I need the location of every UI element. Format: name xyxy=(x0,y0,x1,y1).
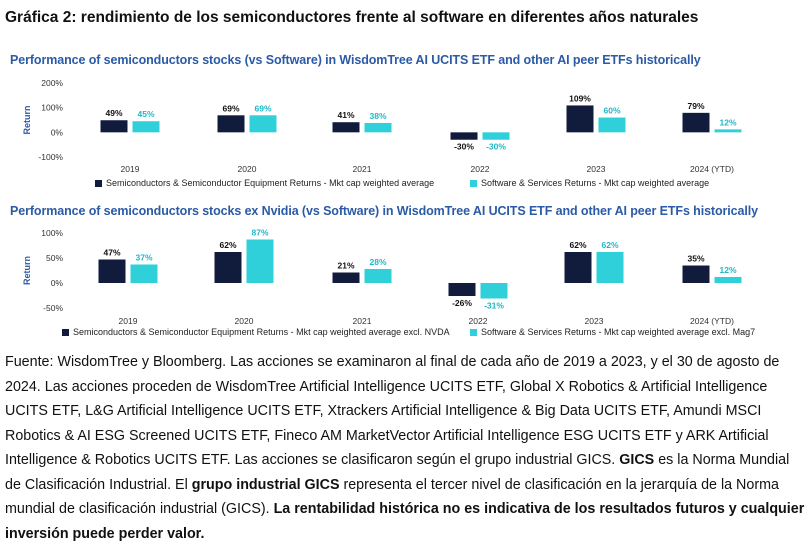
chart-2-legend-semis-swatch xyxy=(62,328,69,336)
chart-2-ytick-label: 0% xyxy=(51,278,64,288)
source-bold-gics: GICS xyxy=(619,452,655,468)
chart-2: 100% 50% 0% -50% Return 47% 37% 2019 62% 87% 2020 2… xyxy=(22,228,742,326)
chart-1-legend-software-label: Software & Services Returns - Mkt cap we… xyxy=(481,178,710,188)
chart-1-category-label: 2024 (YTD) xyxy=(690,164,734,174)
chart-2-category-label: 2021 xyxy=(353,316,372,326)
chart-1-data-label: -30% xyxy=(454,142,474,152)
source-bold-disclaimer: La rentabilidad histórica no es indicati… xyxy=(5,501,805,542)
chart-1-category-label: 2019 xyxy=(121,164,140,174)
chart-2-ytick-label: 100% xyxy=(41,228,63,238)
source-text-3: representa el tercer nivel de clasificac… xyxy=(5,476,779,518)
chart-2-category-label: 2023 xyxy=(585,316,604,326)
chart-2-category-label: 2020 xyxy=(235,316,254,326)
chart-2-bar-semis xyxy=(564,252,592,283)
chart-1-legend-semis: Semiconductors & Semiconductor Equipment… xyxy=(95,178,434,188)
chart-2-bar-software xyxy=(596,252,624,283)
chart-1-category-label: 2021 xyxy=(353,164,372,174)
chart-2-ytick-label: -50% xyxy=(43,303,63,313)
chart-2-legend-software: Software & Services Returns - Mkt cap we… xyxy=(470,327,755,337)
chart-1-y-axis-title: Return xyxy=(22,106,32,135)
chart-1-bar-semis xyxy=(566,105,594,133)
chart-2-data-label: 37% xyxy=(135,253,152,263)
chart-2-category-label: 2024 (YTD) xyxy=(690,316,734,326)
chart-1-ytick-label: 100% xyxy=(41,103,63,113)
chart-2-data-label: 62% xyxy=(219,240,236,250)
chart-2-bar-semis xyxy=(214,252,242,283)
chart-1: 200% 100% 0% -100% Return 49% 45% 2019 69% 69% 202… xyxy=(22,78,742,174)
chart-1-bar-semis xyxy=(682,112,710,133)
chart-2-category-label: 2019 xyxy=(119,316,138,326)
chart-1-data-label: 60% xyxy=(603,106,620,116)
chart-1-data-label: 38% xyxy=(369,111,386,121)
chart-2-title: Performance of semiconductors stocks ex … xyxy=(10,204,758,218)
chart-2-bar-software xyxy=(130,264,158,283)
chart-2-legend-software-label: Software & Services Returns - Mkt cap we… xyxy=(481,327,756,337)
chart-1-category-label: 2020 xyxy=(238,164,257,174)
chart-1-bar-software xyxy=(249,115,277,133)
chart-2-category-label: 2022 xyxy=(469,316,488,326)
chart-2-data-label: 28% xyxy=(369,257,386,267)
chart-1-data-label: 69% xyxy=(254,103,271,113)
chart-1-bar-semis xyxy=(217,115,245,133)
chart-1-data-label: -30% xyxy=(486,142,506,152)
chart-1-data-label: 12% xyxy=(719,117,736,127)
chart-1-bar-software xyxy=(364,122,392,133)
chart-1-data-label: 45% xyxy=(137,109,154,119)
chart-2-legend-software-swatch xyxy=(470,328,477,336)
chart-1-data-label: 109% xyxy=(569,93,591,103)
chart-2-bar-semis xyxy=(332,272,360,283)
chart-1-ytick-label: 200% xyxy=(41,78,63,88)
chart-1-ytick-label: -100% xyxy=(38,152,63,162)
source-note: Fuente: WisdomTree y Bloomberg. Las acci… xyxy=(5,350,805,546)
chart-2-data-label: -31% xyxy=(484,301,504,311)
chart-2-bar-semis xyxy=(448,283,476,296)
chart-1-title: Performance of semiconductors stocks (vs… xyxy=(10,53,701,67)
chart-2-bar-software xyxy=(364,269,392,283)
chart-1-legend-semis-swatch xyxy=(95,179,102,187)
chart-2-data-label: 87% xyxy=(251,228,268,238)
source-text-2: es la Norma Mundial de Clasificación Ind… xyxy=(5,452,790,493)
chart-1-bar-software xyxy=(132,121,160,133)
chart-1-data-label: 69% xyxy=(222,103,239,113)
chart-1-data-label: 49% xyxy=(105,108,122,118)
chart-2-data-label: -26% xyxy=(452,298,472,308)
chart-1-bar-software xyxy=(714,129,742,133)
chart-1-data-label: 79% xyxy=(687,101,704,111)
chart-2-bar-software xyxy=(246,239,274,283)
chart-1-bar-software xyxy=(482,132,510,140)
chart-2-y-axis-title: Return xyxy=(22,256,32,285)
chart-1-legend-software-swatch xyxy=(470,179,477,187)
chart-2-bar-semis xyxy=(98,259,126,283)
source-text-1: Fuente: WisdomTree y Bloomberg. Las acci… xyxy=(5,354,780,468)
chart-1-category-label: 2022 xyxy=(471,164,490,174)
chart-1-legend-semis-label: Semiconductors & Semiconductor Equipment… xyxy=(106,178,435,188)
chart-1-data-label: 41% xyxy=(337,110,354,120)
chart-2-data-label: 47% xyxy=(103,248,120,258)
chart-2-data-label: 35% xyxy=(687,254,704,264)
chart-2-bar-software xyxy=(480,283,508,299)
chart-2-legend-semis-label: Semiconductors & Semiconductor Equipment… xyxy=(73,327,450,337)
chart-1-legend-software: Software & Services Returns - Mkt cap we… xyxy=(470,178,709,188)
chart-2-legend-semis: Semiconductors & Semiconductor Equipment… xyxy=(62,327,450,337)
chart-2-data-label: 12% xyxy=(719,265,736,275)
source-bold-industry-group: grupo industrial GICS xyxy=(191,476,340,493)
chart-2-bar-software xyxy=(714,277,742,283)
chart-2-ytick-label: 50% xyxy=(46,253,63,263)
chart-1-bar-software xyxy=(598,117,626,133)
page-title: Gráfica 2: rendimiento de los semiconduc… xyxy=(5,9,699,26)
chart-2-data-label: 62% xyxy=(601,240,618,250)
chart-1-bar-semis xyxy=(450,132,478,140)
chart-1-category-label: 2023 xyxy=(587,164,606,174)
chart-1-ytick-label: 0% xyxy=(51,127,64,137)
chart-1-bar-semis xyxy=(100,120,128,133)
chart-1-bar-semis xyxy=(332,122,360,133)
chart-2-bar-semis xyxy=(682,265,710,283)
chart-2-data-label: 62% xyxy=(569,240,586,250)
chart-2-data-label: 21% xyxy=(337,261,354,271)
